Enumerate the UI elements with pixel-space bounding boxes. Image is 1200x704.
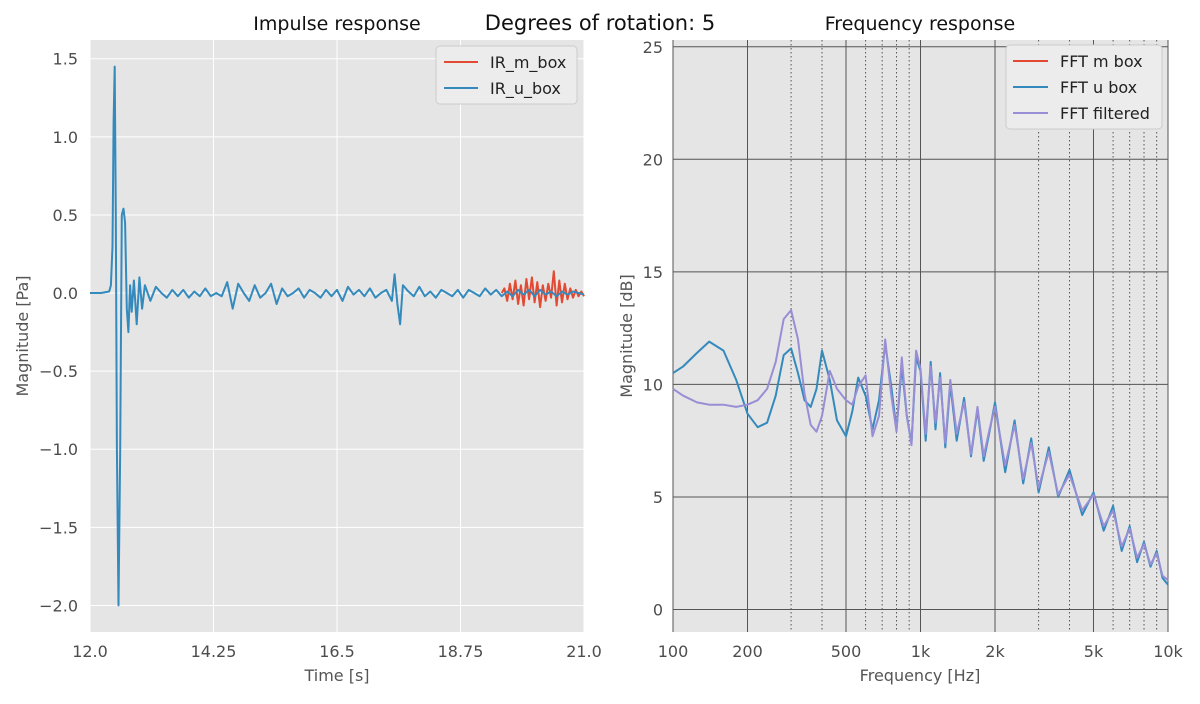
impulse-y-ticks: 1.5 1.0 0.5 0.0 −0.5 −1.0 −1.5 −2.0 [39, 50, 78, 616]
frequency-series-fft-filtered [672, 309, 1169, 581]
impulse-series-group [90, 65, 585, 607]
frequency-x-axis-label: Frequency [Hz] [860, 666, 981, 685]
frequency-y-tick-label: 0 [653, 600, 663, 619]
frequency-x-ticks: 100 200 500 1k 2k 5k 10k [658, 642, 1184, 661]
impulse-grid [89, 40, 585, 632]
impulse-y-tick-label: −1.5 [39, 518, 78, 537]
frequency-y-tick-label: 5 [653, 488, 663, 507]
frequency-legend-label: FFT m box [1060, 52, 1143, 71]
impulse-title: Impulse response [253, 13, 420, 35]
impulse-legend-box [435, 45, 578, 105]
impulse-x-axis-label: Time [s] [303, 666, 369, 685]
impulse-y-tick-label: 0.0 [53, 284, 78, 303]
impulse-y-axis-label: Magnitude [Pa] [13, 275, 32, 396]
frequency-y-ticks: 0 5 10 15 20 25 [643, 38, 663, 620]
frequency-x-tick-label: 500 [831, 642, 862, 661]
impulse-series-ir-u-box [90, 65, 585, 607]
impulse-response-panel: 1.5 1.0 0.5 0.0 −0.5 −1.0 −1.5 −2.0 12.0 14.25 16… [13, 13, 602, 685]
impulse-y-tick-label: −0.5 [39, 362, 78, 381]
frequency-legend-box [1005, 44, 1163, 130]
frequency-series-group [672, 309, 1169, 586]
frequency-x-tick-label: 1k [911, 642, 931, 661]
frequency-y-tick-label: 20 [643, 150, 663, 169]
impulse-y-tick-label: −2.0 [39, 596, 78, 615]
frequency-y-tick-label: 25 [643, 38, 663, 57]
impulse-series-ir-m-box [500, 270, 585, 309]
impulse-x-tick-label: 18.75 [438, 642, 484, 661]
frequency-legend-label: FFT filtered [1060, 104, 1150, 123]
frequency-x-tick-label: 200 [732, 642, 763, 661]
frequency-grid [672, 40, 1169, 632]
frequency-y-tick-label: 10 [643, 375, 663, 394]
frequency-x-tick-label: 5k [1084, 642, 1104, 661]
impulse-x-tick-label: 14.25 [191, 642, 237, 661]
impulse-y-tick-label: −1.0 [39, 440, 78, 459]
impulse-y-tick-label: 1.5 [53, 50, 78, 69]
frequency-title: Frequency response [825, 13, 1016, 35]
impulse-legend: IR_m_box IR_u_box [435, 45, 578, 105]
frequency-y-axis-label: Magnitude [dB] [617, 274, 636, 397]
impulse-legend-label: IR_m_box [490, 53, 566, 73]
impulse-legend-label: IR_u_box [490, 79, 561, 99]
frequency-y-tick-label: 15 [643, 263, 663, 282]
impulse-x-tick-label: 16.5 [319, 642, 355, 661]
frequency-legend-label: FFT u box [1060, 78, 1137, 97]
figure-suptitle: Degrees of rotation: 5 [485, 11, 715, 35]
frequency-x-tick-label: 2k [985, 642, 1005, 661]
impulse-y-tick-label: 1.0 [53, 128, 78, 147]
impulse-x-tick-label: 12.0 [72, 642, 108, 661]
frequency-x-tick-label: 100 [658, 642, 689, 661]
impulse-y-tick-label: 0.5 [53, 206, 78, 225]
impulse-x-tick-label: 21.0 [566, 642, 602, 661]
frequency-response-panel: 0 5 10 15 20 25 100 200 500 1k 2k 5k 10k Frequency … [617, 13, 1184, 685]
impulse-x-ticks: 12.0 14.25 16.5 18.75 21.0 [72, 642, 602, 661]
frequency-x-tick-label: 10k [1153, 642, 1183, 661]
frequency-legend: FFT m box FFT u box FFT filtered [1005, 44, 1163, 130]
